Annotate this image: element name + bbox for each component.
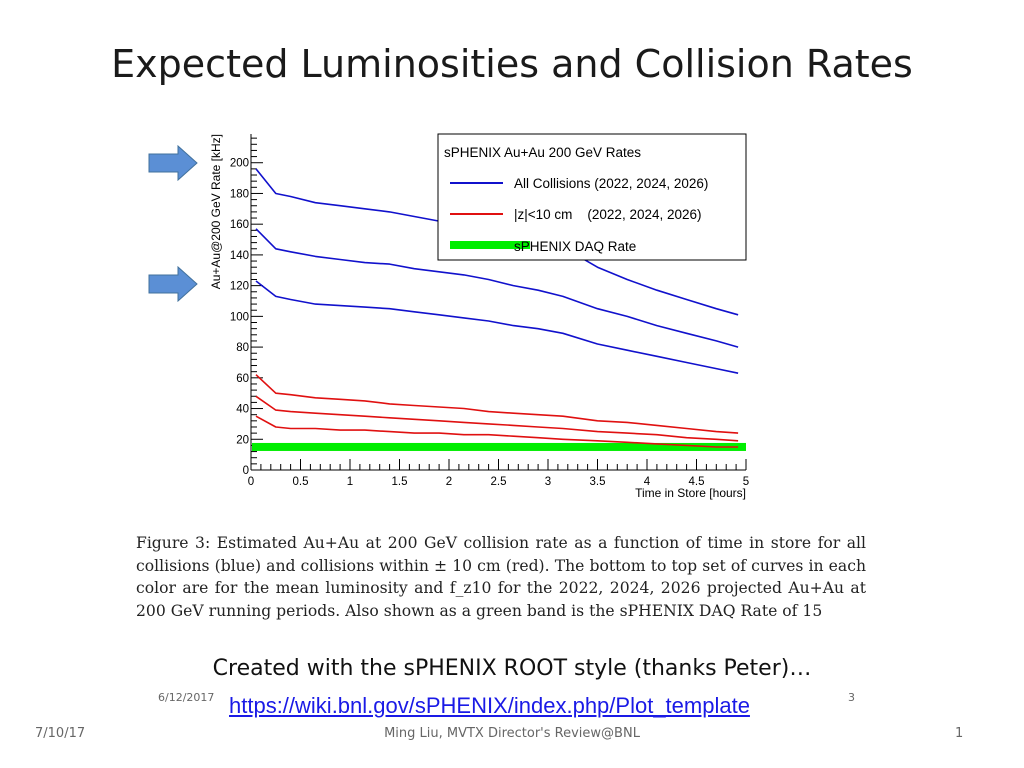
- y-tick-label: 120: [230, 281, 249, 293]
- x-tick-label: 5: [743, 476, 749, 488]
- daq-rate-band: [252, 442, 746, 451]
- x-tick-label: 2.5: [491, 476, 507, 488]
- all-collisions-curve-3: [255, 280, 739, 374]
- x-tick-label: 3: [545, 476, 551, 488]
- y-tick-label: 20: [236, 434, 249, 446]
- y-tick-label: 80: [236, 342, 249, 354]
- footer-date: 7/10/17: [35, 726, 86, 741]
- x-tick-label: 1.5: [392, 476, 408, 488]
- legend-swatch-daq: [450, 241, 530, 249]
- x-tick-label: 0.5: [293, 476, 309, 488]
- y-tick-label: 60: [236, 373, 249, 385]
- y-tick-label: 160: [230, 219, 249, 231]
- y-tick-label: 0: [243, 465, 249, 477]
- credit-text: Created with the sPHENIX ROOT style (tha…: [212, 656, 812, 681]
- plot-template-link[interactable]: https://wiki.bnl.gov/sPHENIX/index.php/P…: [229, 693, 750, 718]
- y-tick-label: 100: [230, 311, 249, 323]
- x-tick-label: 2: [446, 476, 452, 488]
- z10-curve-2: [255, 395, 739, 442]
- inner-slide-date: 6/12/2017: [158, 691, 215, 704]
- x-tick-label: 4: [644, 476, 651, 488]
- x-axis-label: Time in Store [hours]: [635, 486, 746, 500]
- x-tick-label: 4.5: [689, 476, 705, 488]
- legend-title: sPHENIX Au+Au 200 GeV Rates: [444, 145, 641, 160]
- y-tick-label: 200: [230, 158, 249, 170]
- footer-presenter: Ming Liu, MVTX Director's Review@BNL: [384, 726, 640, 741]
- rate-chart: 0 0.5 1 1.5 2 2.5 3 3.5 4 4.5 5 0 20 40 60 80 100 120 140 1…: [209, 133, 749, 500]
- footer-page-number: 1: [955, 726, 964, 741]
- y-tick-label: 180: [230, 188, 249, 200]
- y-tick-label: 40: [236, 404, 249, 416]
- all-collisions-curve-2: [255, 228, 739, 348]
- slide-title: Expected Luminosities and Collision Rate…: [111, 42, 913, 86]
- z10-curve-3: [255, 415, 739, 448]
- x-tick-label: 0: [248, 476, 254, 488]
- legend-label-z10: |z|<10 cm (2022, 2024, 2026): [514, 207, 702, 222]
- inner-slide-number: 3: [848, 691, 855, 704]
- legend-label-all: All Collisions (2022, 2024, 2026): [514, 176, 708, 191]
- arrow-upper: [148, 145, 198, 181]
- arrow-lower: [148, 266, 198, 302]
- legend: sPHENIX Au+Au 200 GeV Rates All Collisio…: [437, 133, 747, 261]
- legend-label-daq: sPHENIX DAQ Rate: [514, 239, 636, 254]
- x-tick-label: 3.5: [590, 476, 606, 488]
- legend-box: [437, 133, 747, 261]
- y-axis-label: Au+Au@200 GeV Rate [kHz]: [209, 134, 223, 289]
- z10-curve-1: [255, 374, 739, 434]
- y-tick-label: 140: [230, 250, 249, 262]
- figure-caption: Figure 3: Estimated Au+Au at 200 GeV col…: [136, 534, 866, 620]
- x-tick-label: 1: [347, 476, 353, 488]
